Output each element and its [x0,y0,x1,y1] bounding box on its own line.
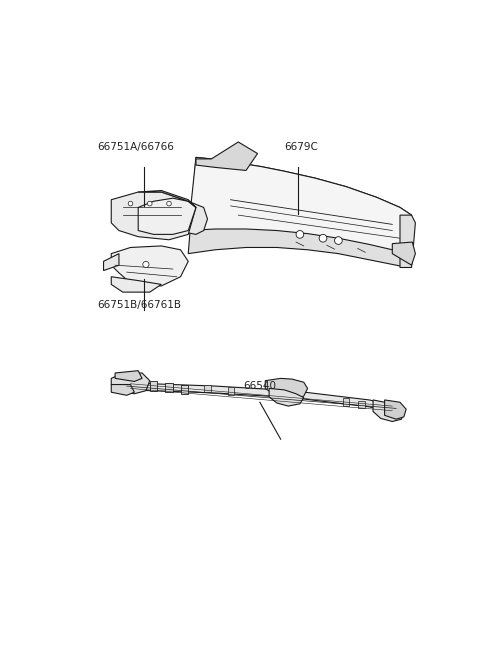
Circle shape [319,235,327,242]
Polygon shape [384,400,406,419]
Polygon shape [269,388,304,406]
Polygon shape [131,383,392,412]
Polygon shape [228,387,234,395]
Polygon shape [392,242,415,265]
Text: 66540: 66540 [244,380,276,391]
Circle shape [335,237,342,244]
Polygon shape [111,277,161,292]
Text: 66751A/66766: 66751A/66766 [97,142,174,152]
Polygon shape [111,373,150,394]
Polygon shape [359,401,365,409]
Polygon shape [196,142,258,170]
Polygon shape [150,382,157,391]
Polygon shape [343,398,349,406]
Text: 66751B/66761B: 66751B/66761B [97,300,181,310]
Polygon shape [111,246,188,286]
Polygon shape [104,254,119,271]
Circle shape [128,201,133,206]
Circle shape [143,261,149,267]
Polygon shape [188,158,411,267]
Polygon shape [115,371,142,382]
Polygon shape [111,384,134,396]
Circle shape [147,201,152,206]
Polygon shape [165,383,173,392]
Circle shape [296,231,304,238]
Polygon shape [138,198,196,235]
Circle shape [167,201,171,206]
Polygon shape [188,158,411,254]
Polygon shape [138,198,207,235]
Polygon shape [138,191,196,208]
Polygon shape [180,384,188,394]
Polygon shape [400,215,415,267]
Polygon shape [265,378,308,400]
Polygon shape [204,384,211,392]
Polygon shape [373,400,404,422]
Text: 6679C: 6679C [285,142,318,152]
Polygon shape [111,192,196,240]
